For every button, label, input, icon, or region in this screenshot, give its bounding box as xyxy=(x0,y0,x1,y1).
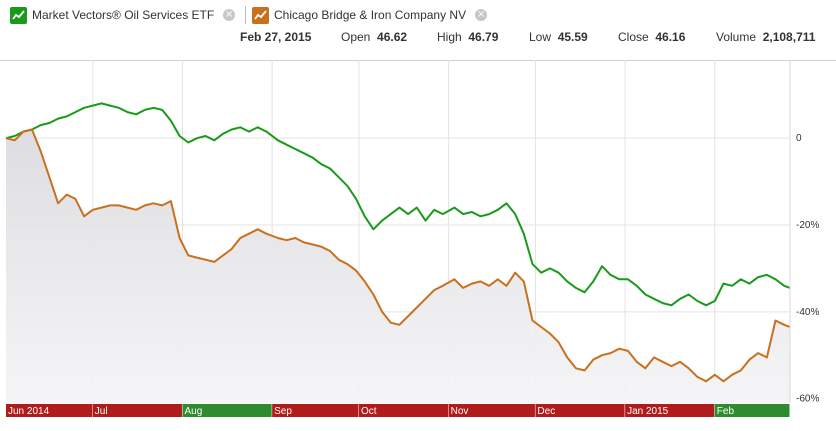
series-line-oil-services-etf[interactable] xyxy=(5,102,791,307)
series-layer xyxy=(5,102,791,403)
line-chart-icon xyxy=(10,6,27,24)
month-bar[interactable] xyxy=(358,404,449,417)
month-bar[interactable] xyxy=(182,404,272,417)
quote-high: High 46.79 xyxy=(437,30,499,44)
chart-legend: Market Vectors® Oil Services ETF × Chica… xyxy=(0,0,836,30)
remove-series-oil-services-etf-icon[interactable]: × xyxy=(223,9,236,21)
x-tick-label: Jan 2015 xyxy=(627,406,669,417)
quote-open: Open 46.62 xyxy=(341,30,408,44)
legend-divider xyxy=(245,6,246,24)
month-bar[interactable] xyxy=(448,404,535,417)
month-bar[interactable] xyxy=(535,404,625,417)
legend-label-chicago-bridge-iron: Chicago Bridge & Iron Company NV xyxy=(274,8,467,22)
axes: 0 -20% -40% -60% Jun 2014 Jul Aug Sep Oct Nov Dec J… xyxy=(6,60,819,417)
x-tick-label: Sep xyxy=(274,406,292,417)
series-area-1 xyxy=(6,129,790,403)
y-tick-label: -60% xyxy=(796,394,819,405)
series-line-chicago-bridge-iron[interactable] xyxy=(5,128,791,383)
legend-label-oil-services-etf: Market Vectors® Oil Services ETF xyxy=(32,8,215,22)
month-bar[interactable] xyxy=(92,404,182,417)
month-bar[interactable] xyxy=(272,404,359,417)
quote-low: Low 45.59 xyxy=(529,30,588,44)
x-tick-label: Oct xyxy=(361,406,377,417)
quote-close: Close 46.16 xyxy=(618,30,686,44)
x-tick-label: Nov xyxy=(451,406,469,417)
x-tick-label: Jul xyxy=(95,406,108,417)
legend-item-chicago-bridge-iron[interactable]: Chicago Bridge & Iron Company NV × xyxy=(252,6,488,24)
quote-volume: Volume 2,108,711 xyxy=(716,30,816,44)
legend-item-oil-services-etf[interactable]: Market Vectors® Oil Services ETF × xyxy=(10,6,236,24)
x-tick-label: Jun 2014 xyxy=(8,406,50,417)
month-bar[interactable] xyxy=(625,404,715,417)
quote-date: Feb 27, 2015 xyxy=(240,30,312,44)
x-tick-label: Feb xyxy=(717,406,735,417)
performance-chart[interactable]: 0 -20% -40% -60% Jun 2014 Jul Aug Sep Oct Nov Dec J… xyxy=(0,60,836,431)
line-chart-icon xyxy=(252,6,269,24)
x-tick-label: Aug xyxy=(184,406,202,417)
y-tick-label: -40% xyxy=(796,307,819,318)
month-bar[interactable] xyxy=(714,404,790,417)
y-tick-label: 0 xyxy=(796,133,802,144)
remove-series-chicago-bridge-iron-icon[interactable]: × xyxy=(475,9,488,21)
month-bar[interactable] xyxy=(6,404,93,417)
y-tick-label: -20% xyxy=(796,220,819,231)
x-tick-label: Dec xyxy=(537,406,555,417)
